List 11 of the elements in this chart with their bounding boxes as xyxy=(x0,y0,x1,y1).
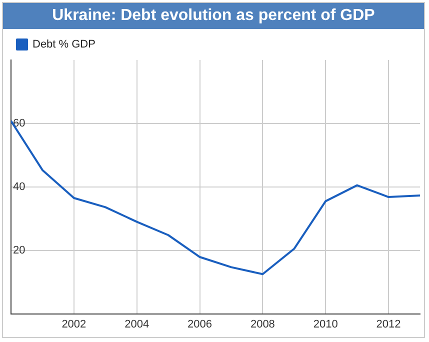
chart-title: Ukraine: Debt evolution as percent of GDP xyxy=(3,3,424,29)
x-tick-label: 2012 xyxy=(376,318,401,330)
legend-label: Debt % GDP xyxy=(32,38,96,51)
x-tick-label: 2006 xyxy=(188,318,212,330)
y-tick-label: 40 xyxy=(13,180,26,193)
y-tick-label: 20 xyxy=(13,244,26,256)
x-tick-label: 2004 xyxy=(124,318,150,330)
x-tick-label: 2010 xyxy=(313,318,338,330)
x-tick-label: 2008 xyxy=(250,318,275,330)
x-tick-label: 2002 xyxy=(62,318,86,330)
y-tick-label: 60 xyxy=(13,117,26,130)
